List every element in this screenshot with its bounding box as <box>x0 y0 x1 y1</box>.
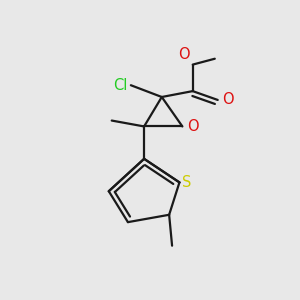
Text: O: O <box>187 119 198 134</box>
Text: O: O <box>178 47 190 62</box>
Text: S: S <box>182 175 192 190</box>
Text: Cl: Cl <box>113 78 128 93</box>
Text: O: O <box>222 92 234 107</box>
